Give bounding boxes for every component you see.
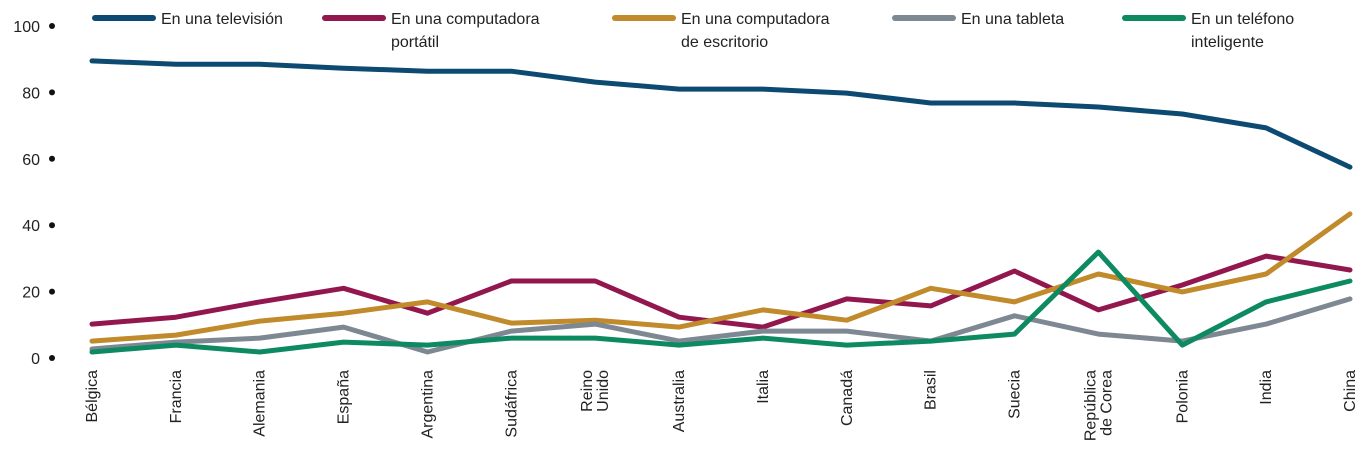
legend-label: En un teléfono inteligente [1191, 11, 1294, 51]
y-tick-label: 60 [22, 152, 40, 169]
legend-label: En una tableta [961, 11, 1064, 28]
y-tick [49, 23, 55, 29]
x-tick-label: Repúblicade Corea [1082, 370, 1115, 441]
legend-label: En una computadora de escritorio [681, 11, 830, 51]
y-tick [49, 155, 55, 162]
series-line [89, 211, 1353, 344]
series-line [89, 249, 1353, 355]
series-line [89, 58, 1353, 170]
x-tick-label: Canadá [839, 370, 856, 426]
x-tick-label: Suecia [1007, 370, 1024, 419]
legend-label: En una computadora portátil [391, 11, 540, 51]
x-tick-label: Argentina [419, 370, 436, 439]
x-tick-label: Francia [168, 370, 185, 423]
y-tick [49, 355, 55, 361]
x-tick-label: Polonia [1174, 370, 1191, 423]
x-tick-label: China [1342, 370, 1359, 412]
x-tick-label: India [1258, 370, 1275, 405]
x-tick-label: España [336, 370, 353, 424]
y-tick-label: 20 [22, 285, 40, 302]
x-tick-label: ReinoUnido [579, 370, 612, 412]
y-tick [49, 89, 55, 96]
x-tick-label: Australia [671, 370, 688, 432]
x-tick-label: Sudáfrica [503, 370, 520, 438]
y-tick-label: 40 [22, 218, 40, 235]
series-line [89, 296, 1353, 355]
y-tick [49, 222, 55, 229]
x-tick-label: Bélgica [84, 370, 101, 423]
y-tick-label: 100 [13, 19, 40, 36]
y-tick-label: 0 [31, 351, 40, 368]
y-tick-label: 80 [22, 85, 40, 102]
x-tick-label: Alemania [252, 370, 269, 437]
legend-label: En una televisión [161, 11, 283, 28]
x-tick-label: Italia [755, 370, 772, 404]
y-tick [49, 288, 55, 295]
x-tick-label: Brasil [923, 370, 940, 410]
